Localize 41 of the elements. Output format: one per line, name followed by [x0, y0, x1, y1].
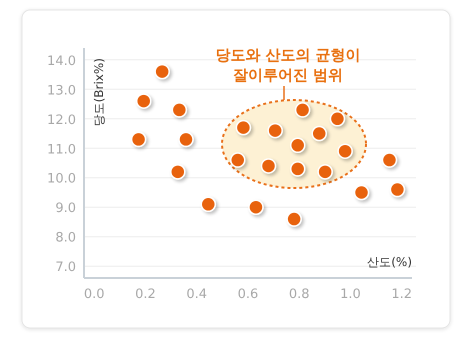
point: [330, 111, 346, 127]
point: [260, 158, 276, 174]
x-tick-label: 1.0: [340, 287, 361, 302]
x-tick-label: 0.4: [186, 287, 208, 302]
x-axis-title: 산도(%): [367, 255, 412, 269]
point: [236, 120, 252, 136]
y-tick-label: 10.0: [47, 172, 76, 187]
y-tick-label: 13.0: [47, 83, 76, 98]
point: [170, 164, 186, 180]
point: [337, 143, 353, 159]
x-tick-label: 0.8: [288, 287, 310, 302]
x-tick-label: 0.0: [84, 287, 105, 302]
x-tick-label: 0.6: [238, 287, 258, 302]
point: [382, 152, 398, 168]
y-tick-label: 9.0: [55, 201, 76, 216]
y-tick-label: 8.0: [55, 230, 76, 246]
point: [311, 126, 327, 142]
x-tick-label: 1.2: [391, 287, 412, 302]
y-tick-label: 7.0: [55, 260, 76, 276]
point: [178, 132, 194, 148]
point: [317, 164, 333, 180]
point: [230, 152, 246, 168]
point: [154, 64, 170, 80]
annotation: 당도와 산도의 균형이 잘이루어진 범위: [215, 46, 361, 84]
x-tick-label: 0.2: [135, 287, 156, 302]
point: [290, 161, 306, 177]
y-tick-label: 14.0: [47, 54, 76, 69]
point: [248, 199, 264, 215]
point: [354, 184, 370, 200]
point: [390, 182, 406, 198]
point: [136, 93, 152, 109]
y-tick-label: 12.0: [47, 112, 76, 128]
point: [294, 102, 310, 118]
point: [130, 132, 146, 148]
point: [290, 138, 306, 154]
point: [286, 211, 302, 227]
point: [200, 196, 216, 212]
point: [172, 102, 188, 118]
y-axis-title: 당도(Brix%): [92, 58, 106, 126]
y-tick-label: 11.0: [47, 142, 76, 158]
point: [267, 122, 283, 138]
